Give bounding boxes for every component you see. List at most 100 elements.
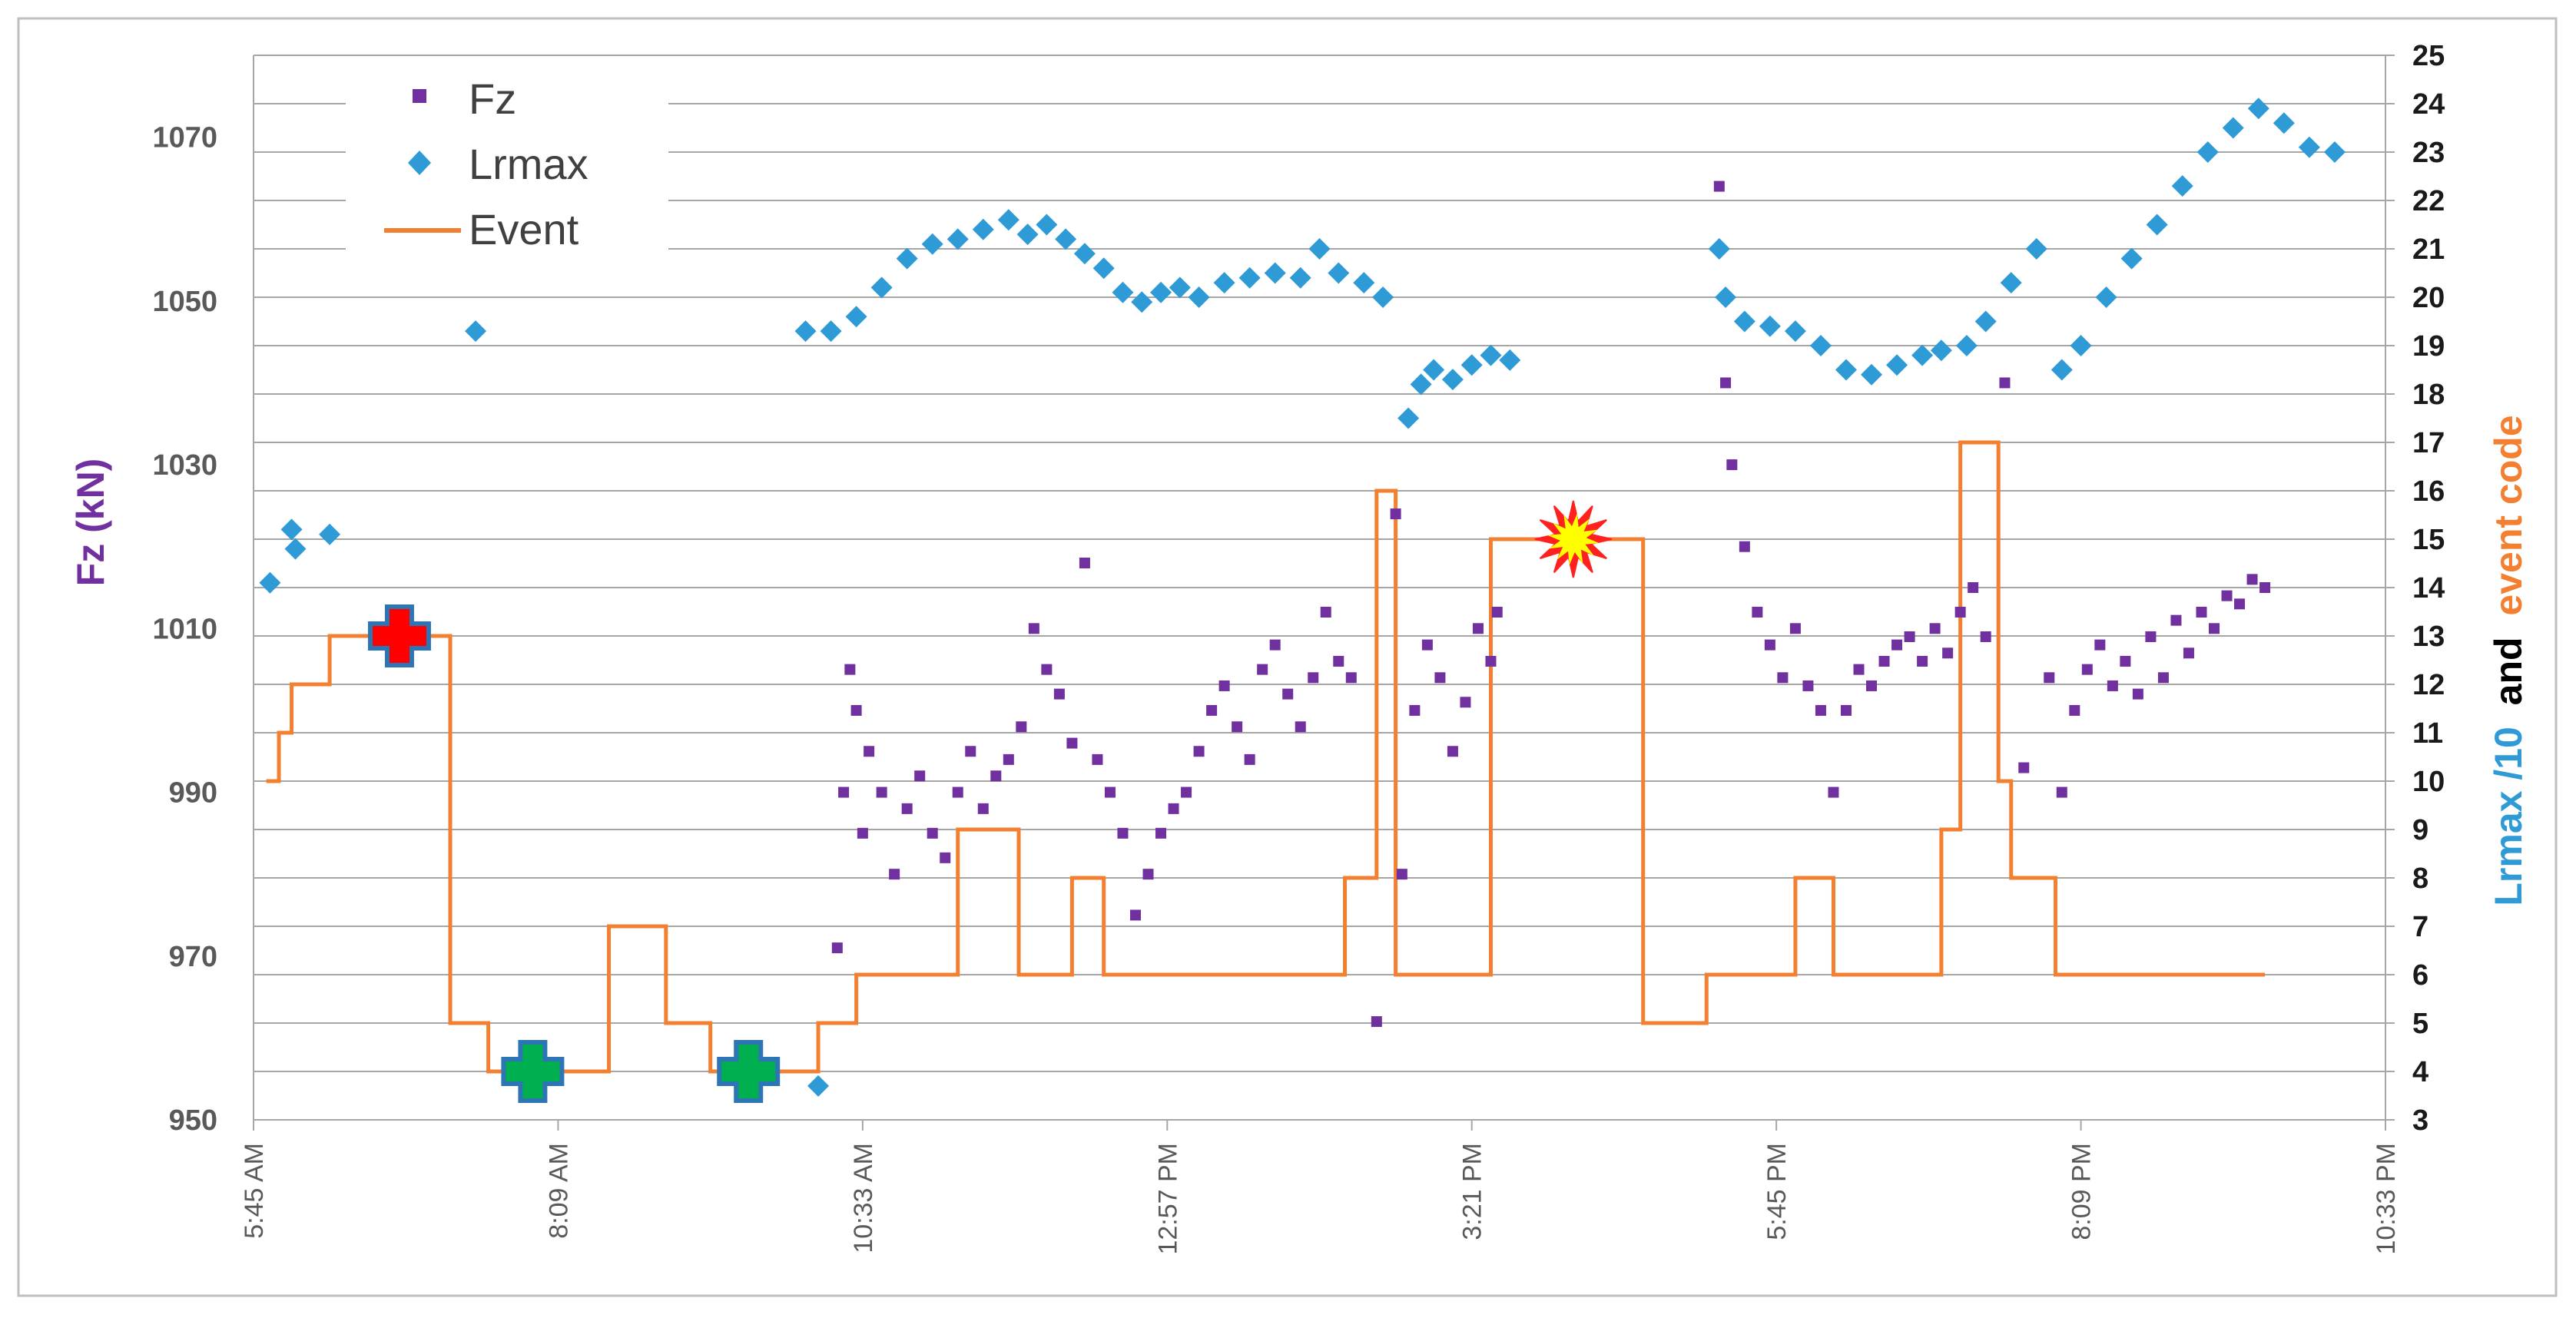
fz-point <box>2259 582 2271 593</box>
fz-point <box>901 803 913 814</box>
fz-point <box>2145 631 2157 642</box>
x-tick-label: 10:33 PM <box>2372 1143 2401 1255</box>
lrmax-point <box>1213 272 1235 294</box>
y-right-tick-label: 16 <box>2412 475 2445 508</box>
fz-point <box>1092 753 1103 765</box>
lrmax-point <box>820 320 842 343</box>
lrmax-point <box>2171 175 2193 197</box>
fz-point <box>2044 672 2055 684</box>
fz-point <box>1193 746 1205 757</box>
fz-point <box>1155 827 1167 839</box>
fz-point <box>1720 377 1732 389</box>
lrmax-point <box>319 523 341 545</box>
y-axis-right-label-space <box>2487 616 2530 627</box>
y-right-tick-label: 4 <box>2412 1056 2428 1088</box>
lrmax-point <box>1499 349 1521 371</box>
lrmax-point <box>1397 407 1420 429</box>
legend: Fz Lrmax Event <box>346 58 668 265</box>
fz-point <box>927 827 938 839</box>
x-tick-label: 8:09 PM <box>2067 1143 2097 1240</box>
lrmax-point <box>1353 272 1375 294</box>
y-right-tick-label: 9 <box>2412 814 2428 846</box>
lrmax-point <box>2273 112 2295 134</box>
fz-point <box>1828 786 1839 798</box>
fz-point <box>1003 753 1014 765</box>
x-tick-label: 8:09 AM <box>544 1143 573 1239</box>
lrmax-point <box>1169 277 1191 299</box>
fz-point <box>2170 614 2182 626</box>
fz-point <box>1333 655 1344 667</box>
lrmax-point <box>997 209 1019 231</box>
lrmax-point <box>1715 286 1737 308</box>
fz-point <box>2056 786 2067 798</box>
lrmax-point <box>2070 335 2092 356</box>
y-right-tick-label: 20 <box>2412 282 2445 314</box>
fz-point <box>1016 721 1027 733</box>
lrmax-point <box>1372 286 1394 308</box>
fz-point <box>1853 664 1865 675</box>
legend-fz-marker <box>413 89 426 103</box>
series-layer <box>259 98 2346 1097</box>
lrmax-point <box>807 1075 830 1097</box>
fz-point <box>1491 606 1503 618</box>
y-right-tick-label: 14 <box>2412 572 2445 604</box>
fz-point <box>831 942 843 954</box>
lrmax-point <box>2120 247 2143 270</box>
y-right-tick-label: 8 <box>2412 863 2428 895</box>
lrmax-point <box>1264 262 1286 284</box>
fz-point <box>977 803 989 814</box>
fz-point <box>1789 623 1801 634</box>
fz-point <box>1269 639 1281 651</box>
lrmax-point <box>1441 369 1464 391</box>
fz-point <box>2157 672 2169 684</box>
lrmax-point <box>1150 281 1172 303</box>
fz-point <box>2094 639 2106 651</box>
lrmax-point <box>280 518 303 541</box>
lrmax-point <box>845 306 867 328</box>
lrmax-point <box>2146 214 2168 236</box>
fz-point <box>1968 582 1979 593</box>
y-right-tick-label: 11 <box>2412 717 2443 750</box>
y-right-tick-label: 19 <box>2412 330 2445 363</box>
y-right-tick-label: 5 <box>2412 1008 2428 1040</box>
fz-point <box>1929 623 1941 634</box>
fz-point <box>1041 664 1053 675</box>
lrmax-point <box>1055 228 1077 250</box>
lrmax-point <box>284 538 307 560</box>
lrmax-point <box>1016 224 1039 246</box>
fz-point <box>1129 909 1141 921</box>
fz-point <box>1942 647 1954 659</box>
lrmax-point <box>1073 243 1096 265</box>
fz-point <box>1396 869 1407 880</box>
lrmax-point <box>972 218 994 240</box>
y-axis-left-label: Fz (kN) <box>69 459 112 587</box>
fz-point <box>857 827 868 839</box>
lrmax-point <box>2000 272 2022 294</box>
fz-point <box>1181 786 1192 798</box>
fz-point <box>1472 623 1484 634</box>
fz-point <box>2107 680 2118 691</box>
lrmax-point <box>1930 339 1952 362</box>
lrmax-point <box>1238 267 1261 289</box>
lrmax-point <box>1835 359 1857 381</box>
fz-point <box>2081 664 2093 675</box>
fz-point <box>1371 1016 1382 1028</box>
y-right-tick-label: 13 <box>2412 621 2445 653</box>
fz-point <box>1485 655 1497 667</box>
legend-fz-label: Fz <box>469 75 516 123</box>
y-right-tick-label: 15 <box>2412 524 2445 556</box>
fz-point <box>1878 655 1890 667</box>
lrmax-point <box>1974 310 1997 333</box>
fz-point <box>1409 704 1421 716</box>
lrmax-point <box>2095 286 2117 308</box>
fz-point <box>1954 606 1966 618</box>
lrmax-point <box>1955 335 1978 356</box>
fz-point <box>965 746 976 757</box>
fz-point <box>1053 688 1065 700</box>
y-axis-right-label-and-text: and <box>2487 637 2530 705</box>
lrmax-point <box>870 277 893 299</box>
fz-point <box>1764 639 1775 651</box>
lrmax-point <box>947 228 969 250</box>
lrmax-point <box>2196 141 2219 163</box>
